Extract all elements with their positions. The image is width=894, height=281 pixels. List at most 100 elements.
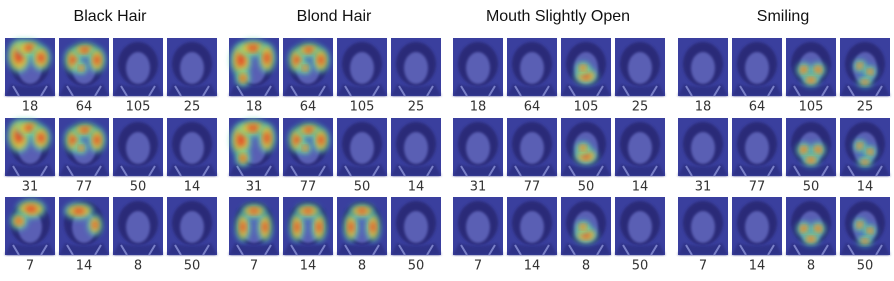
heatmap-thumbnail — [840, 118, 890, 177]
thumbnail-label: 50 — [578, 180, 595, 195]
heat-core — [868, 70, 872, 74]
face — [745, 52, 769, 84]
collar — [344, 165, 380, 177]
face — [180, 52, 204, 84]
collar — [66, 244, 102, 256]
heatmap-thumbnail — [561, 197, 611, 256]
face — [520, 211, 544, 243]
collar — [12, 244, 48, 256]
heatmap-thumbnail — [786, 118, 836, 177]
heat-core — [294, 55, 300, 65]
thumbnail-label: 18 — [22, 100, 39, 115]
thumbnail-label: 14 — [749, 259, 766, 274]
heatmap-thumbnail — [615, 38, 665, 97]
heat-core — [237, 53, 245, 67]
collar — [344, 244, 380, 256]
thumbnail-label: 7 — [250, 259, 258, 274]
heat-core — [79, 146, 83, 150]
heat-core — [80, 47, 90, 53]
face — [520, 52, 544, 84]
collar — [120, 165, 156, 177]
heat-core — [240, 75, 246, 81]
heatmap-thumbnail — [732, 118, 782, 177]
heatmap-thumbnail — [391, 38, 441, 97]
heatmap-thumbnail — [5, 38, 55, 97]
thumbnail-label: 50 — [184, 259, 201, 274]
collar — [66, 85, 102, 97]
collar — [847, 85, 883, 97]
heat-core — [815, 226, 821, 232]
thumbnail-label: 50 — [857, 259, 874, 274]
collar — [174, 165, 210, 177]
collar — [290, 85, 326, 97]
heat-core — [858, 223, 862, 227]
heatmap-thumbnail — [786, 38, 836, 97]
face — [126, 52, 150, 84]
heatmap-thumbnail — [59, 197, 109, 256]
heat-core — [37, 133, 45, 143]
heatmap-thumbnail — [678, 38, 728, 97]
thumbnail-label: 14 — [76, 259, 93, 274]
collar — [847, 165, 883, 177]
collar — [398, 244, 434, 256]
collar — [739, 244, 775, 256]
heatmap-thumbnail — [786, 197, 836, 256]
face — [466, 132, 490, 164]
heatmap-thumbnail — [507, 118, 557, 177]
collar — [344, 85, 380, 97]
heat-core — [808, 237, 814, 241]
heatmap-thumbnail — [732, 38, 782, 97]
collar — [236, 85, 272, 97]
heatmap-thumbnail — [453, 38, 503, 97]
heatmap-thumbnail — [840, 197, 890, 256]
collar — [174, 85, 210, 97]
heat-core — [264, 132, 270, 144]
heatmap-thumbnail — [337, 197, 387, 256]
thumbnail-label: 64 — [524, 100, 541, 115]
heat-core — [858, 144, 862, 148]
panel-title: Blond Hair — [297, 8, 372, 25]
heat-core — [247, 125, 259, 131]
heat-core — [868, 229, 872, 233]
collar — [12, 165, 48, 177]
heatmap-thumbnail — [167, 118, 217, 177]
face — [126, 132, 150, 164]
thumbnail-label: 31 — [470, 180, 487, 195]
thumbnail-label: 31 — [246, 180, 263, 195]
thumbnail-label: 14 — [524, 259, 541, 274]
thumbnail-label: 25 — [408, 100, 425, 115]
heat-core — [25, 205, 37, 213]
collar — [622, 85, 658, 97]
heat-core — [316, 221, 322, 233]
collar — [793, 165, 829, 177]
heatmap-thumbnail — [59, 38, 109, 97]
face — [691, 52, 715, 84]
panel: Mouth Slightly Open 18 64 105 25 31 77 50 14 7 14 8… — [453, 8, 665, 274]
thumbnail-label: 7 — [474, 259, 482, 274]
heat-core — [318, 55, 324, 65]
thumbnail-label: 31 — [695, 180, 712, 195]
heatmap-thumbnail — [113, 38, 163, 97]
heat-core — [24, 45, 34, 51]
face — [180, 132, 204, 164]
heat-core — [294, 221, 300, 233]
collar — [398, 165, 434, 177]
collar — [685, 85, 721, 97]
heatmap-thumbnail — [615, 197, 665, 256]
heat-core — [801, 67, 807, 73]
panel-title: Black Hair — [74, 8, 148, 25]
heatmap-thumbnail — [561, 118, 611, 177]
collar — [12, 85, 48, 97]
face — [745, 132, 769, 164]
thumbnail-label: 50 — [130, 180, 147, 195]
heatmap-thumbnail — [678, 118, 728, 177]
thumbnail-label: 77 — [524, 180, 541, 195]
thumbnail-label: 18 — [695, 100, 712, 115]
thumbnail-label: 8 — [582, 259, 590, 274]
collar — [120, 85, 156, 97]
collar — [685, 165, 721, 177]
heatmap-thumbnail — [167, 197, 217, 256]
thumbnail-label: 14 — [632, 180, 649, 195]
thumbnail-label: 50 — [354, 180, 371, 195]
